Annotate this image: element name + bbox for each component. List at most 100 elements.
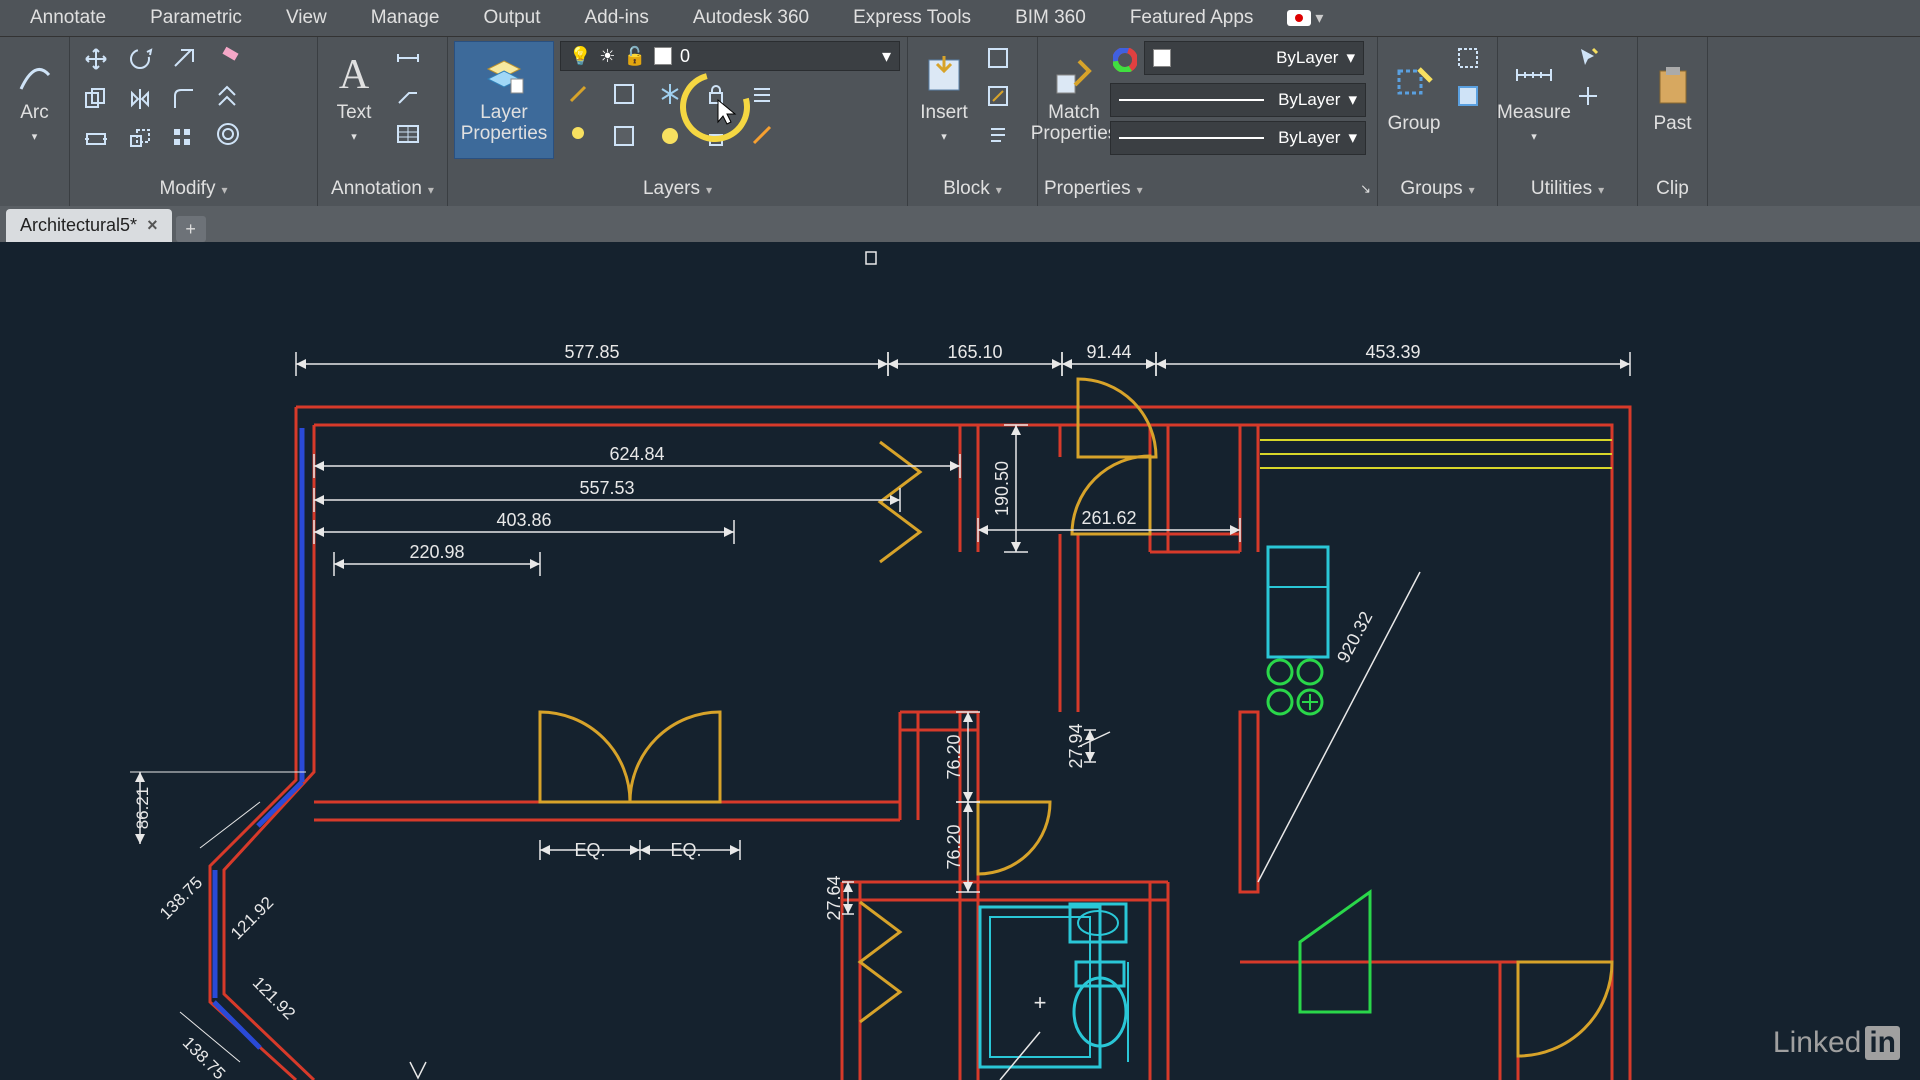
- svg-text:624.84: 624.84: [609, 444, 664, 464]
- layer-unisolate-button[interactable]: [606, 119, 642, 153]
- menu-parametric[interactable]: Parametric: [128, 0, 264, 37]
- svg-text:27.64: 27.64: [824, 875, 844, 920]
- color-value: ByLayer: [1179, 48, 1338, 68]
- svg-text:86.21: 86.21: [133, 787, 152, 830]
- svg-text:76.20: 76.20: [944, 824, 964, 869]
- fillet-button[interactable]: [164, 81, 204, 117]
- utilities-title: Utilities: [1531, 178, 1592, 200]
- svg-text:190.50: 190.50: [992, 461, 1012, 516]
- menu-autodesk360[interactable]: Autodesk 360: [671, 0, 831, 37]
- menu-annotate[interactable]: Annotate: [8, 0, 128, 37]
- svg-text:91.44: 91.44: [1086, 342, 1131, 362]
- block-title: Block: [943, 178, 989, 200]
- dimension-button[interactable]: [390, 41, 426, 75]
- match-properties-button[interactable]: Match Properties: [1044, 41, 1104, 159]
- trim-button[interactable]: [164, 41, 204, 77]
- create-block-button[interactable]: [980, 41, 1016, 75]
- svg-text:138.75: 138.75: [156, 873, 206, 923]
- lock-icon: 🔓: [624, 46, 646, 67]
- svg-text:121.92: 121.92: [249, 973, 299, 1023]
- select-button[interactable]: [1570, 41, 1606, 75]
- layer-change-button[interactable]: [744, 119, 780, 153]
- linetype-dropdown[interactable]: ByLayer▾: [1110, 121, 1366, 155]
- leader-button[interactable]: [390, 79, 426, 113]
- layers-title: Layers: [643, 178, 700, 200]
- menu-expresstools[interactable]: Express Tools: [831, 0, 993, 37]
- explode-button[interactable]: [210, 79, 246, 113]
- layer-dropdown[interactable]: 💡 ☀ 🔓 0 ▾: [560, 41, 900, 71]
- color-wheel-icon[interactable]: [1110, 43, 1140, 77]
- match-properties-label: Match Properties: [1031, 103, 1118, 145]
- offset-button[interactable]: [210, 117, 246, 151]
- point-button[interactable]: [1570, 79, 1606, 113]
- layer-isolate-button[interactable]: [606, 77, 642, 111]
- panel-properties: Match Properties ByLayer▾ ByLayer▾ ByLay…: [1038, 37, 1378, 206]
- layer-properties-button[interactable]: Layer Properties: [454, 41, 554, 159]
- insert-icon: [923, 54, 965, 96]
- group-button[interactable]: Group: [1384, 41, 1444, 159]
- insert-button[interactable]: Insert: [914, 41, 974, 159]
- table-button[interactable]: [390, 117, 426, 151]
- scale-button[interactable]: [120, 121, 160, 157]
- arc-button[interactable]: Arc: [5, 41, 65, 159]
- move-button[interactable]: [76, 41, 116, 77]
- current-layer-name: 0: [680, 46, 874, 67]
- match-properties-icon: [1053, 55, 1095, 97]
- paste-icon: [1652, 65, 1694, 107]
- text-icon: A: [333, 54, 375, 96]
- watermark-text: Linked: [1773, 1026, 1861, 1060]
- drawing-canvas[interactable]: +577.85165.1091.44453.39624.84557.53403.…: [0, 242, 1920, 1080]
- layers-icon: [483, 55, 525, 97]
- document-tabs: Architectural5* × +: [0, 206, 1920, 242]
- edit-block-button[interactable]: [980, 79, 1016, 113]
- svg-text:76.20: 76.20: [944, 734, 964, 779]
- layer-thaw-button[interactable]: [652, 119, 688, 153]
- measure-label: Measure: [1497, 102, 1571, 124]
- svg-text:920.32: 920.32: [1333, 608, 1377, 666]
- menu-featuredapps[interactable]: Featured Apps: [1108, 0, 1276, 37]
- new-tab-button[interactable]: +: [176, 216, 206, 242]
- menu-view[interactable]: View: [264, 0, 349, 37]
- paste-button[interactable]: Past: [1644, 41, 1701, 159]
- text-label: Text: [337, 102, 372, 124]
- svg-text:165.10: 165.10: [947, 342, 1002, 362]
- ribbon: Arc Modify: [0, 36, 1920, 206]
- menu-manage[interactable]: Manage: [349, 0, 462, 37]
- erase-button[interactable]: [210, 41, 246, 75]
- array-button[interactable]: [164, 121, 204, 157]
- watermark-in: in: [1865, 1026, 1900, 1060]
- text-button[interactable]: A Text: [324, 41, 384, 159]
- close-tab-button[interactable]: ×: [147, 215, 158, 236]
- menu-output[interactable]: Output: [461, 0, 562, 37]
- lineweight-dropdown[interactable]: ByLayer▾: [1110, 83, 1366, 117]
- document-tab[interactable]: Architectural5* ×: [6, 209, 172, 242]
- svg-text:27.94: 27.94: [1066, 723, 1086, 768]
- color-dropdown[interactable]: ByLayer▾: [1144, 41, 1364, 75]
- block-attr-button[interactable]: [980, 117, 1016, 151]
- lineweight-value: ByLayer: [1278, 90, 1340, 110]
- menu-addins[interactable]: Add-ins: [563, 0, 671, 37]
- sun-icon: ☀: [599, 46, 615, 67]
- copy-button[interactable]: [76, 81, 116, 117]
- panel-utilities: Measure Utilities: [1498, 37, 1638, 206]
- insert-label: Insert: [920, 102, 968, 124]
- linetype-value: ByLayer: [1278, 128, 1340, 148]
- ungroup-button[interactable]: [1450, 41, 1486, 75]
- group-edit-button[interactable]: [1450, 79, 1486, 113]
- mirror-button[interactable]: [120, 81, 160, 117]
- rotate-button[interactable]: [120, 41, 160, 77]
- svg-text:453.39: 453.39: [1365, 342, 1420, 362]
- menu-bar: Annotate Parametric View Manage Output A…: [0, 0, 1920, 36]
- cursor-icon: [716, 98, 738, 126]
- group-label: Group: [1388, 113, 1441, 135]
- panel-block: Insert Block: [908, 37, 1038, 206]
- menu-bim360[interactable]: BIM 360: [993, 0, 1108, 37]
- svg-text:138.75: 138.75: [179, 1033, 229, 1080]
- measure-button[interactable]: Measure: [1504, 41, 1564, 159]
- panel-clipboard: Past Clip: [1638, 37, 1708, 206]
- record-icon[interactable]: [1287, 10, 1311, 26]
- layer-off-button[interactable]: [560, 77, 596, 111]
- panel-layers: Layer Properties 💡 ☀ 🔓 0 ▾: [448, 37, 908, 206]
- layer-on-button[interactable]: [560, 119, 596, 153]
- stretch-button[interactable]: [76, 121, 116, 157]
